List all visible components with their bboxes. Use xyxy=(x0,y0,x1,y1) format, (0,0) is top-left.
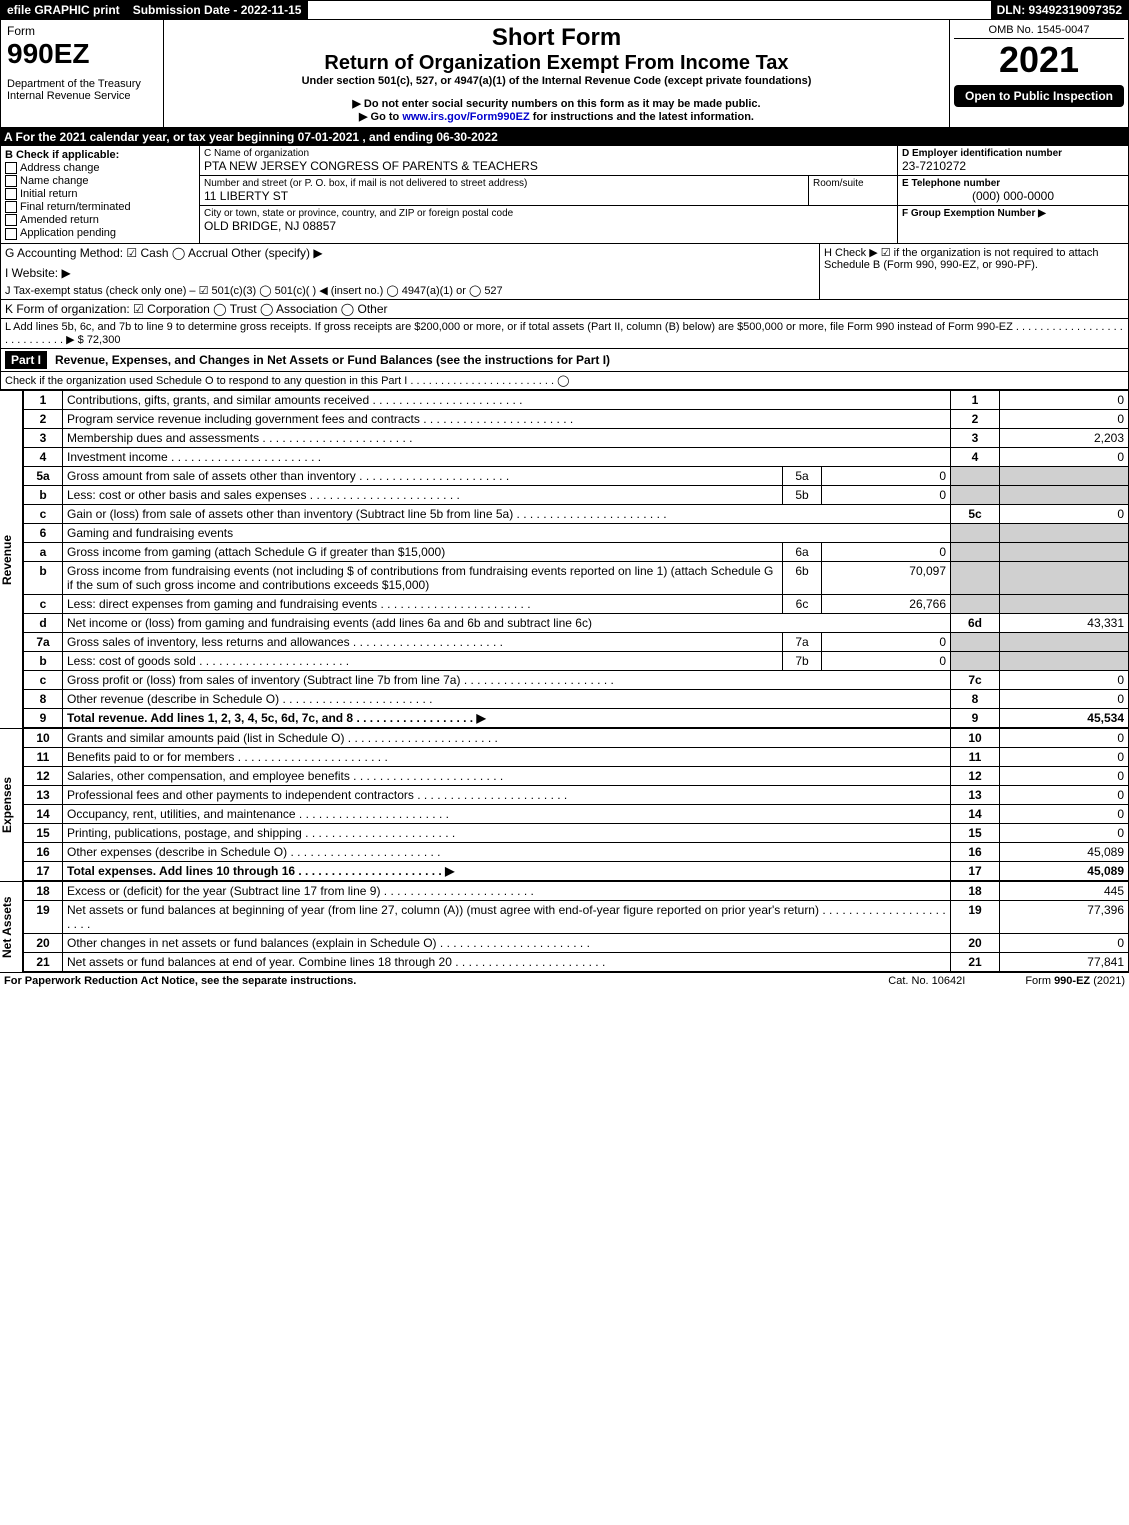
line-l: L Add lines 5b, 6c, and 7b to line 9 to … xyxy=(1,319,1128,348)
b-label: B Check if applicable: xyxy=(5,149,195,161)
expenses-table: 10Grants and similar amounts paid (list … xyxy=(23,728,1129,881)
city-label: City or town, state or province, country… xyxy=(204,208,893,219)
form-number: 990EZ xyxy=(7,38,157,70)
expenses-tab: Expenses xyxy=(0,728,23,881)
footer-right: Form 990-EZ (2021) xyxy=(1025,975,1125,987)
line-g: G Accounting Method: ☑ Cash ◯ Accrual Ot… xyxy=(5,246,815,260)
part1-check: Check if the organization used Schedule … xyxy=(0,372,1129,390)
b-checks: B Check if applicable: Address change Na… xyxy=(1,146,200,243)
goto-link[interactable]: ▶ Go to www.irs.gov/Form990EZ for instru… xyxy=(168,110,945,123)
line-h: H Check ▶ ☑ if the organization is not r… xyxy=(820,244,1128,299)
footer: For Paperwork Reduction Act Notice, see … xyxy=(0,972,1129,989)
d-label: D Employer identification number xyxy=(902,148,1124,159)
part1-header: Part I Revenue, Expenses, and Changes in… xyxy=(0,349,1129,372)
irs-link[interactable]: www.irs.gov/Form990EZ xyxy=(402,111,529,123)
room-label: Room/suite xyxy=(809,176,897,205)
f-label: F Group Exemption Number ▶ xyxy=(898,206,1128,221)
form-word: Form xyxy=(7,24,157,38)
title-short-form: Short Form xyxy=(168,24,945,52)
city: OLD BRIDGE, NJ 08857 xyxy=(204,219,893,233)
tax-year: 2021 xyxy=(954,39,1124,81)
chk-pending[interactable]: Application pending xyxy=(5,227,195,239)
revenue-tab: Revenue xyxy=(0,390,23,728)
line-i: I Website: ▶ xyxy=(5,266,815,280)
chk-address[interactable]: Address change xyxy=(5,162,195,174)
warning: ▶ Do not enter social security numbers o… xyxy=(168,97,945,110)
top-bar: efile GRAPHIC print Submission Date - 20… xyxy=(0,0,1129,20)
chk-amended[interactable]: Amended return xyxy=(5,214,195,226)
block-gh: G Accounting Method: ☑ Cash ◯ Accrual Ot… xyxy=(0,244,1129,300)
submission-date: Submission Date - 2022-11-15 xyxy=(127,1,309,19)
line-k: K Form of organization: ☑ Corporation ◯ … xyxy=(1,300,1128,318)
footer-mid: Cat. No. 10642I xyxy=(888,975,965,987)
title-main: Return of Organization Exempt From Incom… xyxy=(168,52,945,75)
open-to-public: Open to Public Inspection xyxy=(954,85,1124,107)
subtitle: Under section 501(c), 527, or 4947(a)(1)… xyxy=(168,75,945,87)
netassets-table: 18Excess or (deficit) for the year (Subt… xyxy=(23,881,1129,972)
dln: DLN: 93492319097352 xyxy=(991,1,1128,19)
street-label: Number and street (or P. O. box, if mail… xyxy=(204,178,804,189)
phone: (000) 000-0000 xyxy=(902,189,1124,203)
street: 11 LIBERTY ST xyxy=(204,189,804,203)
org-name: PTA NEW JERSEY CONGRESS OF PARENTS & TEA… xyxy=(204,159,893,173)
c-name-label: C Name of organization xyxy=(204,148,893,159)
chk-initial[interactable]: Initial return xyxy=(5,188,195,200)
department: Department of the Treasury Internal Reve… xyxy=(7,78,157,102)
chk-name[interactable]: Name change xyxy=(5,175,195,187)
footer-left: For Paperwork Reduction Act Notice, see … xyxy=(4,975,356,987)
form-header: Form 990EZ Department of the Treasury In… xyxy=(0,20,1129,128)
efile-print[interactable]: efile GRAPHIC print xyxy=(1,1,127,19)
part1-badge: Part I xyxy=(5,351,47,369)
chk-final[interactable]: Final return/terminated xyxy=(5,201,195,213)
omb: OMB No. 1545-0047 xyxy=(954,24,1124,39)
part1-title: Revenue, Expenses, and Changes in Net As… xyxy=(55,353,610,367)
line-a: A For the 2021 calendar year, or tax yea… xyxy=(0,128,1129,146)
netassets-tab: Net Assets xyxy=(0,881,23,972)
line-j: J Tax-exempt status (check only one) – ☑… xyxy=(5,284,815,297)
block-bcdef: B Check if applicable: Address change Na… xyxy=(0,146,1129,244)
revenue-table: 1Contributions, gifts, grants, and simil… xyxy=(23,390,1129,728)
e-label: E Telephone number xyxy=(902,178,1124,189)
ein: 23-7210272 xyxy=(902,159,1124,173)
